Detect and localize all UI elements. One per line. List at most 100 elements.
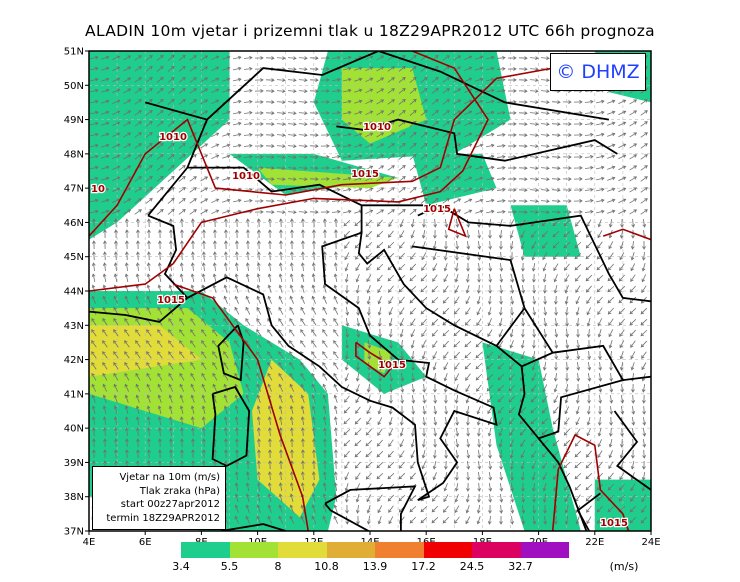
- wind-arrow: [575, 406, 580, 415]
- wind-arrow: [542, 263, 547, 272]
- coastline: [144, 51, 610, 121]
- wind-arrow: [222, 121, 231, 126]
- wind-arrow: [388, 307, 393, 316]
- wind-arrow: [211, 66, 220, 72]
- wind-arrow: [453, 318, 461, 326]
- wind-arrow: [563, 428, 570, 436]
- wind-arrow: [540, 89, 550, 94]
- wind-arrow: [596, 176, 605, 181]
- wind-arrow: [486, 165, 495, 170]
- wind-arrow: [641, 505, 647, 513]
- lat-label: 48N: [64, 149, 84, 160]
- wind-arrow: [123, 198, 132, 204]
- wind-arrow: [377, 285, 383, 294]
- wind-arrow: [486, 121, 495, 126]
- wind-arrow: [167, 208, 175, 215]
- wind-arrow: [564, 406, 570, 415]
- wind-arrow: [223, 416, 228, 426]
- wind-arrow: [630, 274, 636, 282]
- colorbar-label: 32.7: [508, 560, 533, 573]
- wind-arrow: [509, 230, 514, 239]
- wind-arrow: [147, 229, 151, 239]
- wind-arrow: [311, 427, 316, 437]
- wind-arrow: [245, 372, 251, 381]
- wind-arrow: [387, 143, 395, 149]
- wind-arrow: [540, 177, 550, 182]
- wind-arrow: [431, 99, 439, 105]
- wind-arrow: [365, 187, 374, 193]
- wind-arrow: [366, 296, 371, 305]
- wind-arrow: [179, 340, 185, 348]
- wind-arrow: [586, 505, 592, 513]
- wind-arrow: [365, 451, 373, 458]
- wind-arrow: [267, 471, 272, 481]
- wind-arrow: [387, 209, 395, 215]
- wind-arrow: [311, 351, 317, 359]
- wind-arrow: [487, 307, 492, 316]
- wind-arrow: [298, 89, 308, 94]
- wind-arrow: [585, 472, 593, 480]
- wind-arrow: [399, 450, 405, 458]
- wind-arrow: [421, 263, 427, 271]
- wind-arrow: [551, 133, 561, 138]
- wind-arrow: [542, 493, 547, 503]
- isobar: [89, 67, 553, 237]
- wind-arrow: [135, 383, 141, 392]
- wind-arrow: [530, 406, 538, 414]
- wind-arrow: [400, 350, 404, 360]
- wind-arrow: [190, 394, 195, 403]
- wind-arrow: [235, 229, 239, 239]
- wind-arrow: [114, 229, 118, 239]
- wind-arrow: [343, 406, 351, 414]
- wind-arrow: [91, 329, 97, 337]
- wind-arrow: [640, 307, 648, 315]
- wind-arrow: [562, 100, 572, 104]
- wind-arrow: [541, 417, 549, 425]
- wind-arrow: [629, 132, 638, 138]
- wind-arrow: [224, 218, 228, 228]
- wind-arrow: [477, 262, 482, 272]
- wind-arrow: [573, 188, 583, 192]
- wind-arrow: [254, 100, 264, 104]
- wind-arrow: [243, 132, 253, 137]
- wind-arrow: [519, 417, 527, 425]
- wind-arrow: [190, 262, 195, 272]
- wind-arrow: [618, 121, 627, 127]
- wind-arrow: [322, 416, 327, 426]
- wind-arrow: [287, 122, 297, 127]
- wind-arrow: [629, 110, 638, 116]
- wind-arrow: [496, 198, 506, 203]
- wind-arrow: [343, 187, 352, 192]
- wind-arrow: [301, 218, 305, 228]
- wind-arrow: [134, 132, 142, 138]
- wind-arrow: [387, 494, 394, 502]
- wind-arrow: [223, 383, 229, 392]
- wind-arrow: [486, 187, 495, 192]
- wind-speed-area: [341, 68, 427, 144]
- wind-arrow: [377, 505, 383, 514]
- wind-arrow: [529, 122, 539, 127]
- wind-arrow: [409, 505, 417, 513]
- wind-arrow: [376, 88, 385, 94]
- wind-arrow: [387, 132, 395, 138]
- wind-arrow: [586, 219, 592, 228]
- wind-arrow: [487, 438, 492, 448]
- wind-arrow: [365, 165, 374, 171]
- wind-arrow: [564, 505, 569, 514]
- wind-arrow: [223, 306, 229, 315]
- wind-arrow: [641, 494, 647, 503]
- wind-arrow: [245, 306, 251, 315]
- wind-arrow: [641, 362, 647, 371]
- wind-arrow: [267, 284, 272, 293]
- wind-arrow: [300, 383, 306, 392]
- wind-arrow: [189, 176, 197, 182]
- wind-arrow: [257, 229, 261, 239]
- wind-arrow: [609, 361, 613, 371]
- wind-arrow: [276, 133, 286, 138]
- wind-arrow: [477, 229, 482, 239]
- wind-arrow: [466, 449, 471, 459]
- wind-arrow: [267, 351, 273, 359]
- wind-arrow: [499, 515, 503, 525]
- wind-arrow: [540, 133, 550, 138]
- wind-arrow: [444, 218, 449, 228]
